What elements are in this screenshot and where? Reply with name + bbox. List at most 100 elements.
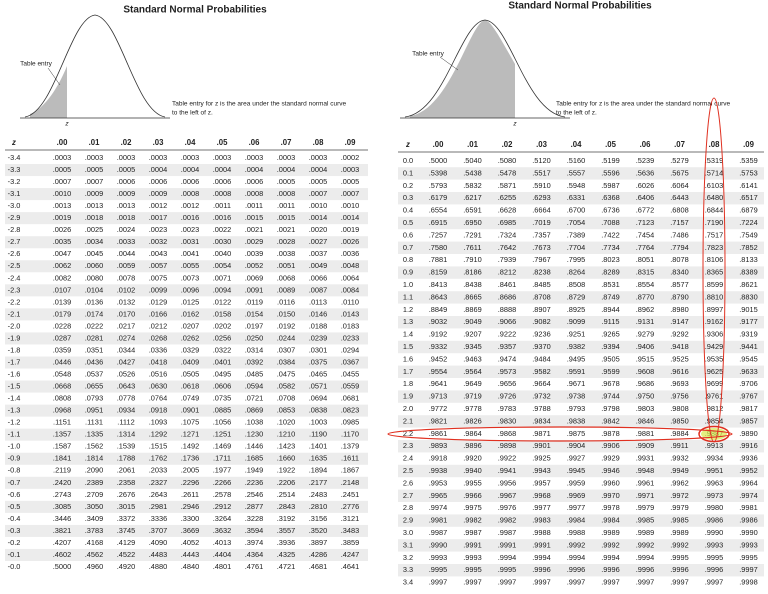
probability: .7939 bbox=[498, 255, 517, 264]
probability: .0036 bbox=[341, 249, 360, 258]
shaded-area bbox=[410, 20, 515, 118]
probability: .2483 bbox=[309, 490, 328, 499]
probability: .3974 bbox=[245, 538, 264, 547]
probability: .0968 bbox=[53, 406, 72, 415]
probability: .0735 bbox=[213, 394, 232, 403]
probability: .9993 bbox=[705, 540, 724, 549]
probability: .4761 bbox=[245, 562, 264, 571]
bell-curve bbox=[404, 19, 566, 118]
probability: .9906 bbox=[601, 441, 620, 450]
probability: .9319 bbox=[739, 330, 758, 339]
row-band bbox=[398, 390, 764, 403]
probability: .7881 bbox=[429, 255, 448, 264]
probability: .4364 bbox=[245, 550, 264, 559]
probability: .9861 bbox=[429, 429, 448, 438]
probability: .9962 bbox=[670, 478, 689, 487]
probability: .9846 bbox=[636, 416, 655, 425]
column-header: .07 bbox=[674, 140, 685, 149]
probability: .0020 bbox=[309, 225, 328, 234]
probability: .0183 bbox=[341, 321, 360, 330]
probability: .0041 bbox=[181, 249, 200, 258]
probability: .9996 bbox=[532, 565, 551, 574]
probability: .0853 bbox=[277, 406, 296, 415]
probability: .0207 bbox=[181, 321, 200, 330]
row-band bbox=[5, 284, 368, 297]
probability: .0375 bbox=[309, 357, 328, 366]
probability: .0015 bbox=[245, 213, 264, 222]
probability: .0006 bbox=[213, 177, 232, 186]
probability: .6064 bbox=[670, 181, 689, 190]
column-header: .04 bbox=[185, 138, 197, 147]
probability: .9970 bbox=[601, 491, 620, 500]
probability: .6736 bbox=[601, 206, 620, 215]
probability: .9236 bbox=[532, 330, 551, 339]
row-band bbox=[398, 241, 764, 254]
z-value: 3.3 bbox=[403, 565, 413, 574]
probability: .0010 bbox=[341, 201, 360, 210]
probability: .6772 bbox=[636, 206, 655, 215]
probability: .0119 bbox=[245, 297, 263, 306]
probability: .8365 bbox=[705, 268, 724, 277]
probability: .0019 bbox=[53, 213, 72, 222]
probability: .6879 bbox=[739, 206, 758, 215]
probability: .0418 bbox=[149, 357, 168, 366]
probability: .0630 bbox=[149, 382, 168, 391]
probability: .3936 bbox=[277, 538, 296, 547]
probability: .2776 bbox=[341, 502, 360, 511]
row-band bbox=[5, 308, 368, 321]
probability: .1685 bbox=[245, 454, 264, 463]
probability: .6700 bbox=[567, 206, 586, 215]
probability: .8485 bbox=[532, 280, 551, 289]
probability: .0179 bbox=[53, 309, 72, 318]
probability: .0113 bbox=[309, 297, 327, 306]
row-band bbox=[398, 167, 764, 180]
z-value: -0.3 bbox=[8, 526, 21, 535]
probability: .0019 bbox=[341, 225, 360, 234]
probability: .0537 bbox=[85, 369, 104, 378]
probability: .1093 bbox=[149, 418, 168, 427]
probability: .9916 bbox=[739, 441, 758, 450]
probability: .0838 bbox=[309, 406, 328, 415]
probability: .5478 bbox=[498, 168, 517, 177]
probability: .9966 bbox=[463, 491, 482, 500]
z-value: 0.1 bbox=[403, 168, 413, 177]
probability: .4325 bbox=[277, 550, 296, 559]
probability: .9934 bbox=[705, 454, 724, 463]
probability: .5832 bbox=[463, 181, 482, 190]
probability: .2148 bbox=[341, 478, 360, 487]
probability: .0006 bbox=[245, 177, 264, 186]
probability: .4562 bbox=[85, 550, 104, 559]
probability: .3409 bbox=[85, 514, 104, 523]
probability: .4052 bbox=[181, 538, 200, 547]
probability: .0985 bbox=[341, 418, 360, 427]
row-band bbox=[398, 365, 764, 378]
probability: .0018 bbox=[117, 213, 136, 222]
probability: .2709 bbox=[85, 490, 104, 499]
probability: .2611 bbox=[181, 490, 199, 499]
probability: .9911 bbox=[671, 441, 689, 450]
probability: .0026 bbox=[341, 237, 360, 246]
probability: .0089 bbox=[277, 285, 296, 294]
probability: .0084 bbox=[341, 285, 360, 294]
probability: .9279 bbox=[636, 330, 655, 339]
probability: .1539 bbox=[117, 442, 136, 451]
probability: .0250 bbox=[245, 333, 264, 342]
probability: .8159 bbox=[429, 268, 448, 277]
probability: .1611 bbox=[341, 454, 359, 463]
probability: .1867 bbox=[341, 466, 360, 475]
probability: .5319 bbox=[705, 156, 724, 165]
probability: .2981 bbox=[149, 502, 168, 511]
probability: .9066 bbox=[498, 317, 517, 326]
title: Standard Normal Probabilities bbox=[123, 5, 267, 16]
probability: .9948 bbox=[636, 466, 655, 475]
probability: .1314 bbox=[117, 430, 136, 439]
probability: .0392 bbox=[245, 357, 264, 366]
probability: .0003 bbox=[181, 153, 200, 162]
probability: .9959 bbox=[567, 478, 586, 487]
probability: .0007 bbox=[85, 177, 104, 186]
probability: .9641 bbox=[429, 379, 448, 388]
probability: .0023 bbox=[181, 225, 200, 234]
probability: .9147 bbox=[670, 317, 689, 326]
probability: .0384 bbox=[277, 357, 296, 366]
probability: .8438 bbox=[463, 280, 482, 289]
